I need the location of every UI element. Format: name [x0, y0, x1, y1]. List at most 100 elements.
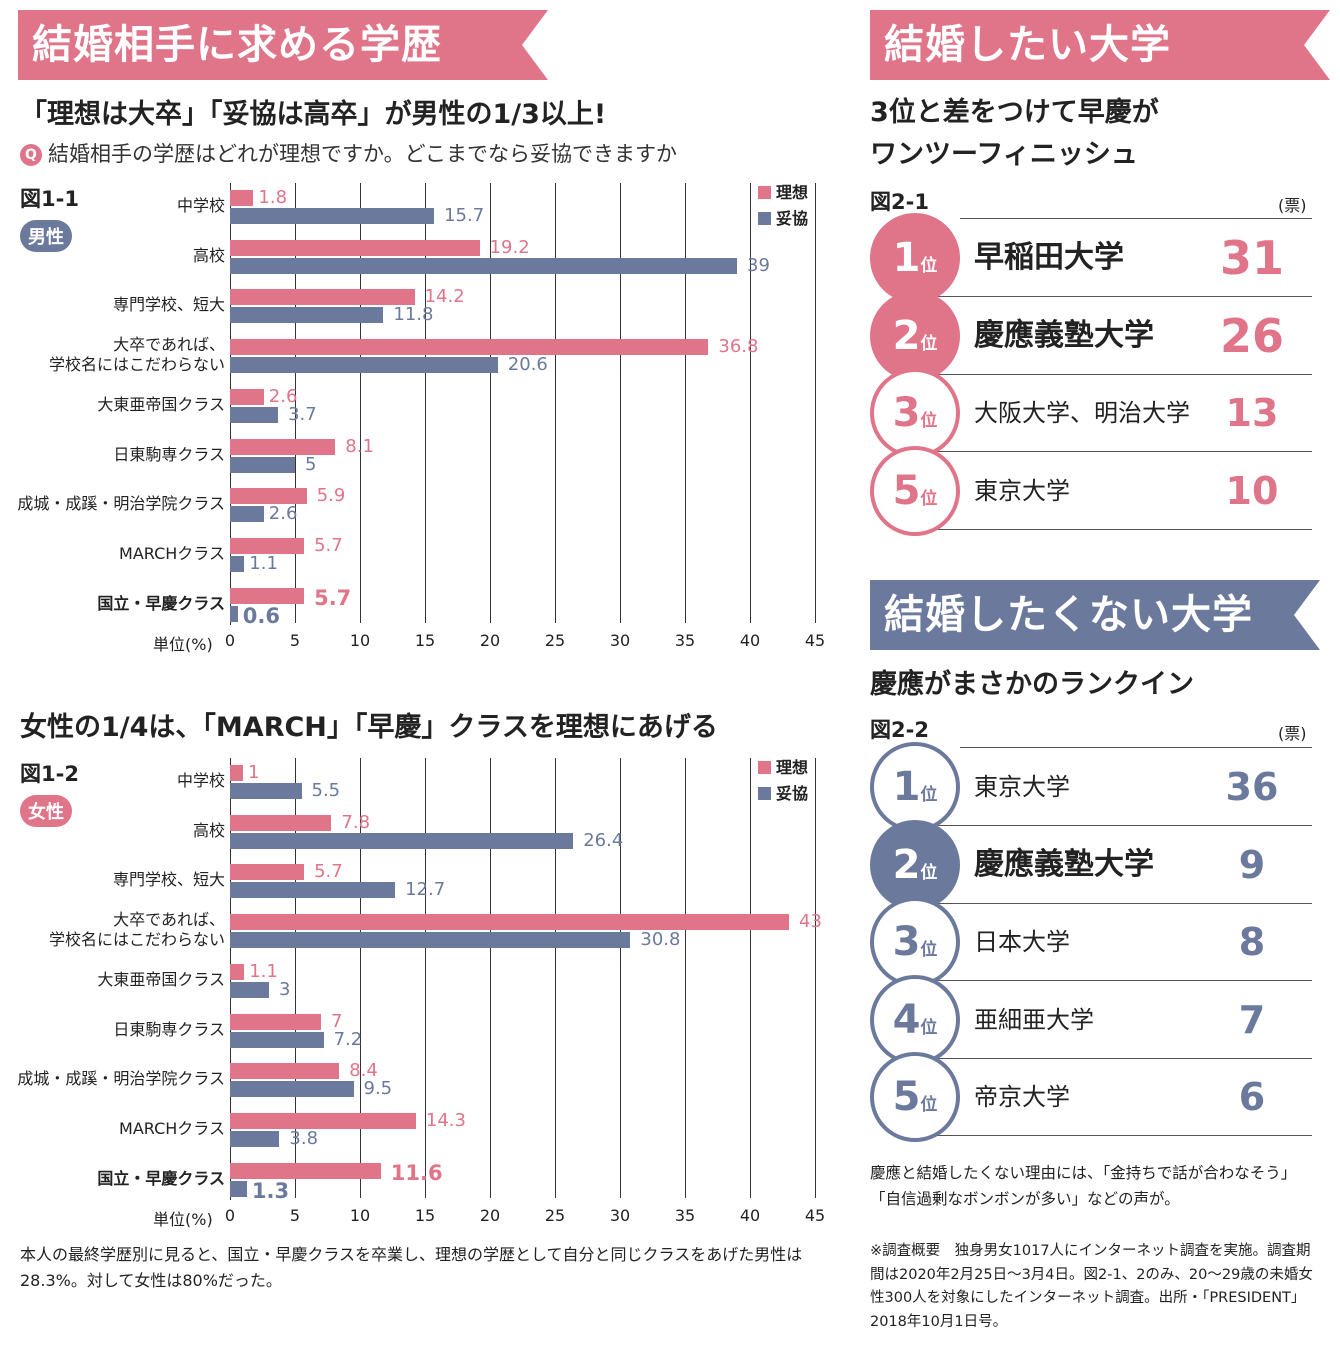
data-label: 36.8	[718, 336, 759, 358]
x-tick-label: 5	[289, 1206, 301, 1225]
unit-label: 単位(%)	[153, 1210, 213, 1229]
category-label: 大東亜帝国クラス	[97, 394, 225, 414]
category-label: 大卒であれば、 学校名にはこだわらない	[48, 910, 225, 950]
headline-not-want: 慶應がまさかのランクイン	[870, 669, 1194, 700]
headline-women: 女性の1/4は、「MARCH」「早慶」クラスを理想にあげる	[20, 712, 718, 743]
data-label: 14.3	[425, 1109, 466, 1131]
divider	[960, 747, 1312, 748]
data-label: 7.2	[333, 1028, 363, 1050]
rank-suffix: 位	[920, 411, 938, 431]
bar-compromise	[230, 1180, 247, 1197]
data-label: 5.5	[311, 780, 341, 801]
university-name: 早稲田大学	[974, 240, 1124, 275]
legend: 理想 妥協	[758, 755, 808, 807]
data-label: 15.7	[444, 205, 485, 226]
bar-compromise	[230, 357, 498, 374]
vote-count: 26	[1219, 308, 1284, 363]
rank-number: 5	[892, 467, 921, 514]
unit-label: 単位(%)	[153, 635, 213, 654]
bar-compromise	[230, 1081, 354, 1098]
divider	[920, 296, 1312, 297]
data-label: 8.1	[345, 435, 374, 457]
rank-badge: 5位	[870, 445, 960, 536]
category-label: 中学校	[176, 196, 225, 215]
bar-ideal	[230, 1112, 416, 1129]
data-label: 5.9	[316, 485, 346, 507]
data-label: 3	[279, 978, 291, 1000]
university-name: 大阪大学、明治大学	[974, 399, 1190, 427]
ranking-row: 5位 東京大学 10	[870, 445, 1312, 536]
footnote: 本人の最終学歴別に見ると、国立・早慶クラスを卒業し、理想の学歴として自分と同じク…	[20, 1245, 803, 1290]
gridline	[555, 758, 556, 1198]
vote-count: 7	[1238, 997, 1266, 1042]
category-label: MARCHクラス	[119, 1118, 225, 1138]
bar-ideal	[230, 339, 709, 356]
vote-count: 8	[1238, 920, 1266, 964]
rank-suffix: 位	[920, 785, 938, 805]
bar-compromise	[230, 456, 295, 473]
gridline	[490, 183, 491, 623]
gridline	[750, 758, 751, 1198]
headline-want: 3位と差をつけて早慶が ワンツーフィニッシュ	[870, 97, 1159, 170]
ranking-row: 3位 日本大学 8	[870, 897, 1312, 987]
question: Q 結婚相手の学歴はどれが理想ですか。どこまでなら妥協できますか	[20, 138, 677, 168]
bar-ideal	[230, 864, 305, 881]
data-label: 9.5	[363, 1078, 393, 1100]
section-banner-want: 結婚したい大学	[870, 10, 1330, 80]
vote-count: 6	[1238, 1075, 1266, 1119]
legend-label: 理想	[776, 183, 809, 202]
section-banner-not-want: 結婚したくない大学	[870, 580, 1320, 650]
vote-count: 10	[1225, 468, 1279, 513]
gridline	[295, 758, 296, 1198]
rank-number: 2	[892, 841, 921, 888]
data-label: 2.6	[268, 503, 298, 525]
x-tick-label: 0	[224, 1206, 236, 1225]
rank-suffix: 位	[920, 940, 938, 960]
bar-compromise	[230, 506, 264, 523]
legend-swatch	[758, 212, 771, 225]
data-label: 30.8	[640, 929, 681, 951]
gridline	[360, 183, 361, 623]
divider	[920, 980, 1312, 981]
category-label: 日東駒専クラス	[113, 444, 225, 464]
legend-item: 妥協	[758, 206, 808, 232]
legend-swatch	[758, 761, 771, 774]
data-label: 14.2	[424, 286, 465, 308]
rank-badge: 4位	[870, 974, 960, 1065]
data-label: 2.6	[268, 385, 298, 407]
university-name: 慶應義塾大学	[974, 317, 1154, 353]
gridline	[490, 758, 491, 1198]
section-banner-education: 結婚相手に求める学歴	[18, 10, 548, 80]
gridline	[360, 758, 361, 1198]
legend-label: 妥協	[776, 784, 809, 803]
figure-label-2-2: 図2-2	[870, 718, 929, 742]
legend-label: 理想	[776, 758, 809, 777]
gridline	[685, 183, 686, 623]
rank-number: 2	[892, 312, 921, 359]
x-tick-label: 35	[674, 1206, 696, 1225]
x-tick-label: 40	[739, 631, 761, 650]
divider	[920, 528, 1312, 530]
category-label: 大東亜帝国クラス	[97, 969, 225, 989]
data-label: 12.7	[405, 879, 446, 901]
bar-ideal	[230, 963, 245, 980]
category-label: 中学校	[176, 771, 225, 790]
x-tick-label: 25	[544, 631, 566, 650]
ranking-row: 1位 東京大学 36	[870, 742, 1312, 832]
x-tick-label: 0	[224, 631, 236, 650]
divider	[920, 825, 1312, 826]
headline-men: 「理想は大卒」「妥協は高卒」が男性の1/3以上!	[20, 99, 607, 130]
university-name: 日本大学	[974, 928, 1070, 956]
rank-suffix: 位	[920, 862, 938, 883]
bar-ideal	[230, 289, 415, 306]
university-name: 東京大学	[974, 476, 1070, 505]
x-tick-label: 25	[544, 1206, 566, 1225]
gridline	[620, 183, 621, 623]
bar-ideal	[230, 587, 305, 604]
comment: 慶應と結婚したくない理由には、「金持ちで話が合わなそう」「自信過剰なボンボンが多…	[870, 1164, 1297, 1208]
category-label: 専門学校、短大	[112, 295, 225, 315]
bar-ideal	[230, 1162, 381, 1179]
gridline	[425, 758, 426, 1198]
rank-number: 5	[892, 1074, 921, 1120]
rank-badge: 5位	[870, 1052, 960, 1142]
